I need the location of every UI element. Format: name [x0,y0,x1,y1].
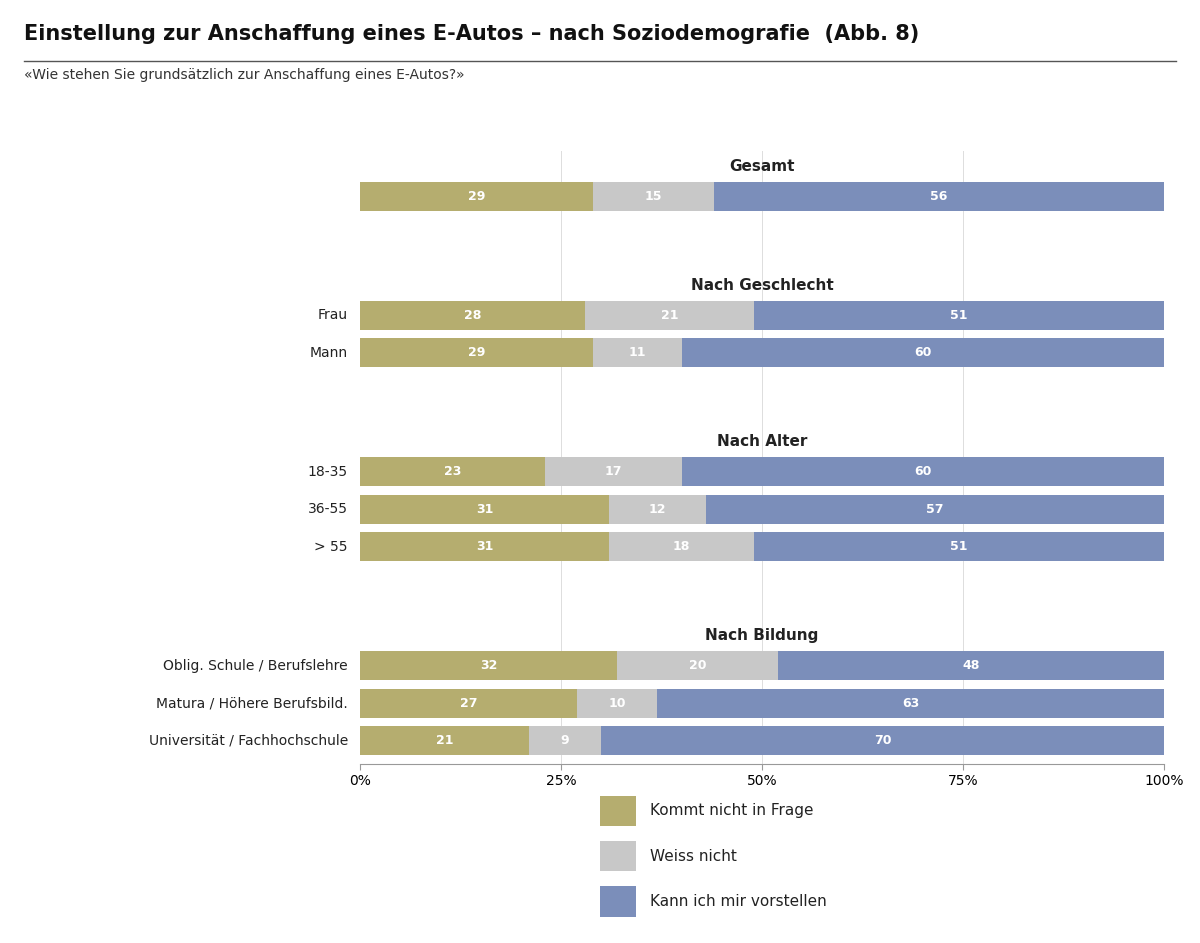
Text: > 55: > 55 [314,539,348,554]
Text: 32: 32 [480,659,497,672]
Bar [754,301,1164,330]
Text: 48: 48 [962,659,979,672]
Text: 18: 18 [673,540,690,554]
Text: 31: 31 [476,540,493,554]
Bar [360,726,529,755]
Text: 51: 51 [950,540,967,554]
Bar [529,726,601,755]
Bar [682,339,1164,368]
Text: Nach Alter: Nach Alter [716,434,808,449]
Text: «Wie stehen Sie grundsätzlich zur Anschaffung eines E-Autos?»: «Wie stehen Sie grundsätzlich zur Anscha… [24,68,464,82]
Bar [682,457,1164,487]
Text: 15: 15 [644,190,662,203]
Text: Universität / Fachhochschule: Universität / Fachhochschule [149,734,348,748]
Text: Frau: Frau [318,308,348,323]
Bar [617,651,778,680]
Bar [360,495,610,523]
Bar [593,182,714,211]
Text: 11: 11 [629,346,646,359]
Text: 18-35: 18-35 [308,465,348,479]
Text: 10: 10 [608,697,626,710]
Text: Oblig. Schule / Berufslehre: Oblig. Schule / Berufslehre [163,659,348,672]
Text: 23: 23 [444,465,461,478]
Text: 36-55: 36-55 [308,503,348,516]
Text: 60: 60 [914,346,931,359]
Text: 56: 56 [930,190,948,203]
Text: 29: 29 [468,346,485,359]
Bar [706,495,1164,523]
Text: 51: 51 [950,308,967,322]
Text: Mann: Mann [310,346,348,360]
Text: Nach Bildung: Nach Bildung [706,628,818,643]
Text: 21: 21 [436,735,454,748]
Bar [545,457,682,487]
Text: 70: 70 [874,735,892,748]
Bar [360,182,593,211]
Bar [610,495,706,523]
Text: 28: 28 [464,308,481,322]
Text: Matura / Höhere Berufsbild.: Matura / Höhere Berufsbild. [156,696,348,710]
Bar [778,651,1164,680]
Text: Nach Geschlecht: Nach Geschlecht [691,277,833,292]
Text: Einstellung zur Anschaffung eines E-Autos – nach Soziodemografie  (Abb. 8): Einstellung zur Anschaffung eines E-Auto… [24,24,919,43]
Text: 12: 12 [649,503,666,516]
Text: 31: 31 [476,503,493,516]
Bar [586,301,754,330]
Bar [577,688,658,718]
Text: Weiss nicht: Weiss nicht [650,849,737,864]
Bar [360,339,593,368]
Bar [610,532,754,561]
Text: 57: 57 [926,503,943,516]
Text: 27: 27 [460,697,478,710]
Bar [601,726,1164,755]
Text: 21: 21 [661,308,678,322]
Text: 20: 20 [689,659,707,672]
Bar [360,301,586,330]
Text: Kommt nicht in Frage: Kommt nicht in Frage [650,803,814,819]
Text: 29: 29 [468,190,485,203]
Text: Kann ich mir vorstellen: Kann ich mir vorstellen [650,894,827,909]
Bar [658,688,1164,718]
Text: 63: 63 [902,697,919,710]
Bar [360,457,545,487]
Text: 9: 9 [560,735,569,748]
Text: 60: 60 [914,465,931,478]
Bar [593,339,682,368]
Text: 17: 17 [605,465,622,478]
Bar [360,651,617,680]
Text: Gesamt: Gesamt [730,158,794,174]
Bar [714,182,1164,211]
Bar [360,688,577,718]
Bar [360,532,610,561]
Bar [754,532,1164,561]
